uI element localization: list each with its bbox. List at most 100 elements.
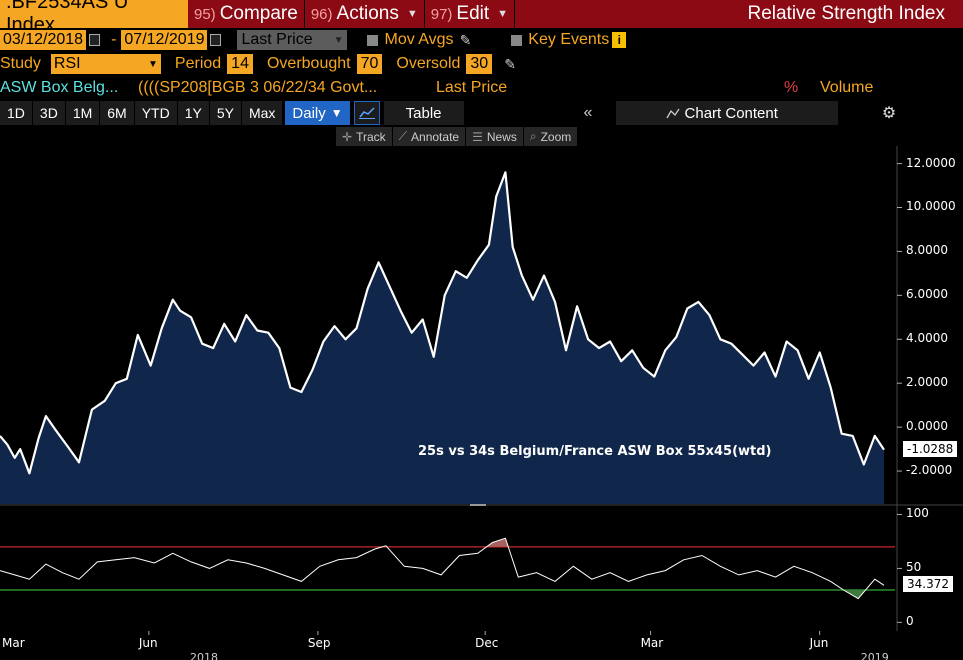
price-line (0, 171, 885, 475)
period-1y[interactable]: 1Y (177, 101, 210, 125)
price-chart[interactable] (0, 146, 963, 636)
pencil-icon[interactable]: ✎ (459, 31, 472, 48)
annotate-tool[interactable]: ⟋ Annotate (392, 127, 467, 146)
chart-content-button[interactable]: Chart Content (615, 101, 838, 125)
y-tick-label: 0.0000 (906, 419, 948, 434)
period-6m[interactable]: 6M (100, 101, 135, 125)
x-tick-label: Jun (809, 636, 829, 650)
period-max[interactable]: Max (241, 101, 284, 125)
rsi-last-label: 34.372 (903, 576, 953, 593)
period-3d[interactable]: 3D (32, 101, 66, 125)
year-label: 2019 (860, 651, 889, 660)
period-1d[interactable]: 1D (0, 101, 33, 125)
actions-num: 96) (310, 5, 333, 23)
study-value: RSI (53, 55, 81, 72)
x-tick-label: Sep (307, 636, 331, 650)
x-tick-label: Dec (475, 636, 499, 650)
table-button[interactable]: Table (383, 101, 464, 125)
end-date-field[interactable]: 07/12/2019 (121, 30, 208, 50)
compare-label: Compare (219, 3, 298, 24)
actions-button[interactable]: 96) Actions ▼ (305, 0, 425, 28)
track-label: Track (356, 129, 386, 144)
x-tick-label: Jun (138, 636, 158, 650)
mini-chart-icon (665, 108, 680, 119)
expression-text[interactable]: ((((SP208[BGB 3 06/22/34 Govt... (138, 79, 378, 96)
edit-button[interactable]: 97) Edit ▼ (425, 0, 516, 28)
key-events-checkbox[interactable] (511, 34, 523, 46)
overbought-input[interactable]: 70 (356, 54, 383, 74)
track-tool[interactable]: ✛ Track (336, 127, 393, 146)
key-events-label: Key Events (528, 31, 610, 48)
ticker-field[interactable]: .BF2534AS U Index (0, 0, 188, 36)
gear-icon[interactable]: ⚙ (881, 105, 897, 122)
y-tick-label: 8.0000 (906, 243, 948, 258)
info-icon[interactable]: i (612, 32, 627, 48)
title-bar: .BF2534AS U Index 95) Compare 96) Action… (0, 0, 963, 36)
pencil-icon: ⟋ (398, 129, 408, 143)
y-tick-label: -2.0000 (906, 463, 953, 478)
chart-tools: ✛ Track ⟋ Annotate ☰ News ⌕ Zoom (336, 127, 579, 146)
edit-label: Edit (456, 3, 490, 24)
mov-avgs-checkbox[interactable] (367, 34, 379, 46)
y-tick-label: 12.0000 (906, 155, 956, 170)
annotate-label: Annotate (411, 129, 460, 144)
study-row: Study RSI ▼ Period 14 Overbought 70 Over… (0, 53, 963, 75)
crosshair-icon: ✛ (342, 129, 353, 144)
price-area-fill (0, 172, 884, 504)
page-title: Relative Strength Index (747, 3, 945, 24)
caret-down-icon: ▼ (497, 8, 509, 20)
period-5y[interactable]: 5Y (209, 101, 242, 125)
rsi-y-tick-label: 50 (906, 560, 922, 575)
period-label: Period (174, 55, 222, 72)
percent-toggle[interactable]: % (784, 79, 799, 96)
date-separator: - (111, 31, 117, 48)
rsi-y-tick-label: 100 (906, 506, 929, 521)
zoom-tool[interactable]: ⌕ Zoom (523, 127, 579, 146)
zoom-icon: ⌕ (529, 129, 537, 143)
period-ytd[interactable]: YTD (134, 101, 178, 125)
calendar-icon[interactable] (89, 34, 101, 46)
chart-content-label: Chart Content (684, 104, 778, 122)
field-select-value: Last Price (241, 31, 313, 48)
rsi-y-tick-label: 0 (906, 614, 914, 629)
caret-down-icon: ▼ (406, 8, 418, 20)
y-tick-label: 10.0000 (906, 199, 956, 214)
oversold-input[interactable]: 30 (466, 54, 493, 74)
y-tick-label: 6.0000 (906, 287, 948, 302)
last-price-legend[interactable]: Last Price (436, 79, 508, 96)
y-tick-label: 2.0000 (906, 375, 948, 390)
compare-num: 95) (194, 5, 216, 23)
chevron-down-icon: ▼ (333, 34, 344, 46)
start-date-field[interactable]: 03/12/2018 (0, 30, 87, 50)
chevron-down-icon: ▼ (148, 58, 158, 70)
compare-button[interactable]: 95) Compare (188, 0, 305, 28)
period-1m[interactable]: 1M (65, 101, 101, 125)
collapse-icon[interactable]: « (583, 104, 593, 121)
period-toolbar: 1D 3D 1M 6M YTD 1Y 5Y Max Daily ▼ Table … (0, 101, 963, 125)
overbought-label: Overbought (266, 55, 351, 72)
study-label: Study (0, 55, 41, 72)
field-select[interactable]: Last Price ▼ (237, 30, 348, 50)
mov-avgs-label: Mov Avgs (384, 31, 454, 48)
chart-annotation: 25s vs 34s Belgium/France ASW Box 55x45(… (418, 444, 772, 459)
news-tool[interactable]: ☰ News (466, 127, 524, 146)
period-input[interactable]: 14 (227, 54, 253, 74)
frequency-dropdown[interactable]: Daily ▼ (285, 101, 350, 125)
year-label: 2018 (189, 651, 218, 660)
news-label: News (486, 129, 517, 144)
zoom-label: Zoom (540, 129, 572, 144)
rsi-line (0, 537, 885, 600)
line-chart-icon[interactable] (353, 101, 380, 125)
line-chart-glyph (358, 107, 375, 119)
volume-legend[interactable]: Volume (820, 79, 874, 96)
calendar-icon[interactable] (210, 34, 222, 46)
x-tick-label: Mar (640, 636, 664, 650)
pencil-icon[interactable]: ✎ (504, 55, 516, 72)
study-select[interactable]: RSI ▼ (50, 54, 161, 74)
y-tick-label: 4.0000 (906, 331, 948, 346)
security-name[interactable]: ASW Box Belg... (0, 79, 119, 96)
date-row: 03/12/2018 - 07/12/2019 Last Price ▼ Mov… (0, 29, 963, 51)
edit-num: 97) (430, 5, 453, 23)
legend-row: ASW Box Belg... ((((SP208[BGB 3 06/22/34… (0, 79, 963, 99)
news-icon: ☰ (472, 129, 483, 144)
